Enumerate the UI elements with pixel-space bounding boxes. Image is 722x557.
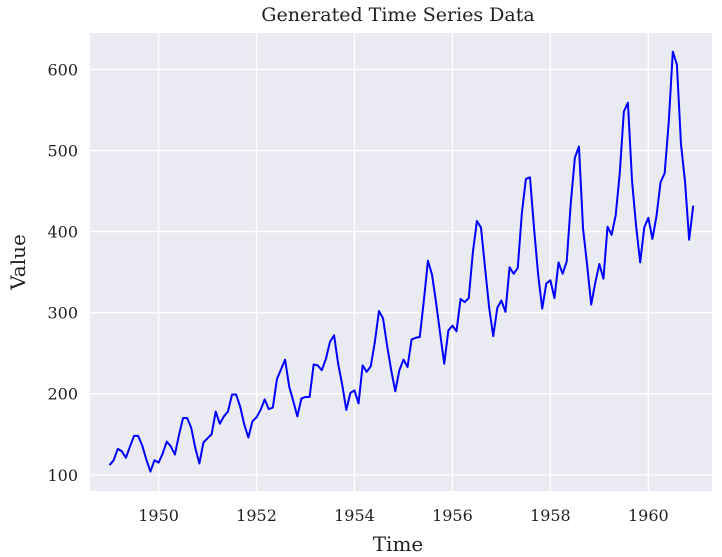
y-tick-labels: 100 200 300 400 500 600 [47, 60, 78, 484]
y-gridlines [90, 68, 712, 476]
y-tick-label: 100 [47, 466, 78, 485]
x-tick-label: 1956 [432, 506, 473, 525]
plot-area [90, 33, 712, 491]
x-tick-label: 1952 [236, 506, 277, 525]
y-tick-label: 300 [47, 304, 78, 323]
x-tick-label: 1954 [334, 506, 375, 525]
x-tick-labels: 1950 1952 1954 1956 1958 1960 [138, 506, 668, 525]
x-gridlines [157, 33, 650, 491]
y-axis-label: Value [6, 234, 30, 291]
x-tick-label: 1958 [530, 506, 571, 525]
x-axis-label: Time [373, 532, 424, 556]
y-tick-label: 400 [47, 223, 78, 242]
series-line [108, 50, 695, 473]
y-tick-label: 600 [47, 60, 78, 79]
x-tick-label: 1950 [138, 506, 179, 525]
y-tick-label: 500 [47, 142, 78, 161]
chart-title: Generated Time Series Data [261, 4, 534, 26]
y-tick-label: 200 [47, 385, 78, 404]
x-tick-label: 1960 [628, 506, 669, 525]
